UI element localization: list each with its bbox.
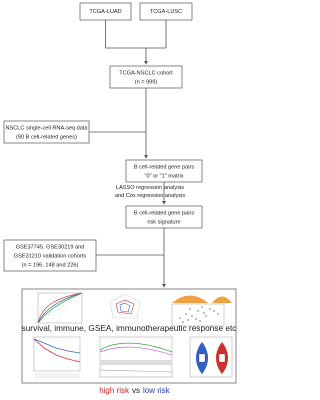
gsea-thumbnail bbox=[99, 336, 173, 378]
node-label: TCGA-LUSC bbox=[150, 9, 182, 15]
legend-low: low risk bbox=[143, 386, 171, 395]
roc-thumbnail bbox=[37, 292, 83, 324]
node-label: (90 B cell-related genes) bbox=[16, 134, 77, 140]
scatter-thumbnail bbox=[171, 295, 232, 327]
results-label: survival, immune, GSEA, immunotherapeuti… bbox=[22, 323, 237, 333]
node-label: TCGA-LUAD bbox=[89, 9, 121, 15]
node-label: B cell-related gene pairs bbox=[134, 210, 195, 216]
node-label: B cell-related gene pairs bbox=[134, 164, 195, 170]
node-label: risk signature bbox=[147, 219, 180, 225]
survival-thumbnail bbox=[33, 336, 81, 379]
node-label: and Cox regression analysis bbox=[115, 193, 185, 199]
node-label: LASSO regression analysis bbox=[116, 185, 184, 191]
node-label: (n = 196, 148 and 226) bbox=[22, 262, 79, 268]
node-label: "0" or "1" matrix bbox=[144, 173, 183, 179]
connector bbox=[105, 20, 167, 49]
violin-thumbnail bbox=[189, 336, 233, 378]
node-label: TCGA-NSCLC cohort bbox=[119, 70, 173, 76]
node-label: (n = 999) bbox=[135, 79, 158, 85]
node-label: NSCLC single-cell RNA-seq data bbox=[5, 125, 88, 131]
legend-vs: vs bbox=[132, 386, 140, 395]
node-label: GSE37745, GSE30219 and bbox=[16, 244, 85, 250]
box bbox=[3, 239, 97, 272]
flowchart: TCGA-LUAD TCGA-LUSC TCGA-NSCLC cohort (n… bbox=[3, 2, 237, 395]
legend-high: high risk bbox=[99, 386, 130, 395]
radar-thumbnail bbox=[109, 293, 141, 319]
node-label: GSE31210 validation cohorts bbox=[14, 253, 87, 259]
